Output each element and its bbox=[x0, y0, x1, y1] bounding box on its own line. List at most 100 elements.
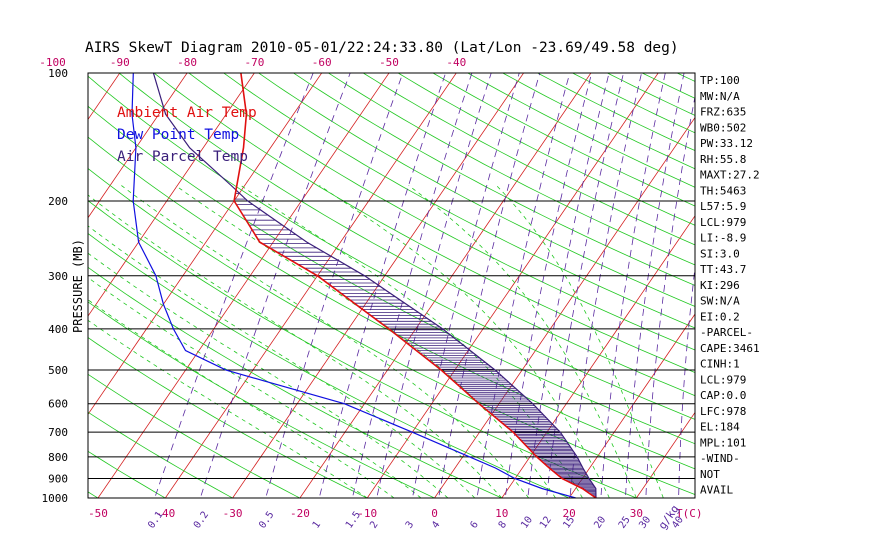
isotherm-line bbox=[635, 411, 695, 498]
moist-adiabat-line bbox=[121, 185, 530, 498]
legend-entry: Dew Point Temp bbox=[117, 127, 239, 143]
index-entry: CINH:1 bbox=[700, 358, 740, 371]
top-temp-tick-label: -60 bbox=[312, 56, 332, 69]
isotherm-line bbox=[88, 73, 255, 317]
series-line-dew-point-temp bbox=[131, 73, 576, 498]
dry-adiabat-line bbox=[88, 411, 234, 498]
mixing-ratio-line bbox=[411, 73, 520, 498]
mixing-ratio-line bbox=[199, 73, 351, 498]
mixing-ratio-line bbox=[625, 73, 685, 498]
isotherm-line bbox=[434, 116, 695, 498]
bottom-temperature-axis: -50 -40 -30 -20 -10 0 10 20 30 T(C) bbox=[88, 507, 702, 520]
moist-adiabat-line bbox=[175, 185, 556, 498]
pressure-tick-label: 900 bbox=[48, 473, 68, 486]
pressure-axis: 100 200 300 400 500 600 700 800 900 1000 bbox=[42, 67, 69, 505]
indices-panel: TP:100 MW:N/A FRZ:635 WB0:502 PW:33.12 RH:55.… bbox=[700, 74, 760, 497]
isotherm-line bbox=[88, 73, 323, 416]
pressure-tick-label: 500 bbox=[48, 364, 68, 377]
index-entry: RH:55.8 bbox=[700, 153, 746, 166]
mixing-ratio-label: 8 bbox=[497, 519, 509, 530]
dry-adiabat-line bbox=[397, 73, 695, 226]
mixing-ratio-label: 2 bbox=[368, 519, 380, 530]
index-entry: WB0:502 bbox=[700, 121, 746, 134]
isotherm-line bbox=[88, 73, 188, 219]
index-entry: TH:5463 bbox=[700, 184, 746, 197]
bottom-temp-tick-label: -50 bbox=[88, 507, 108, 520]
dry-adiabat-line bbox=[467, 73, 695, 188]
bottom-temp-tick-label: -10 bbox=[357, 507, 377, 520]
mixing-ratio-line bbox=[265, 73, 404, 498]
dry-adiabat-line bbox=[501, 73, 695, 170]
cape-hatching bbox=[234, 192, 596, 497]
pressure-tick-label: 300 bbox=[48, 270, 68, 283]
bottom-temp-tick-label: 30 bbox=[630, 507, 643, 520]
index-entry: SI:3.0 bbox=[700, 247, 740, 260]
top-temp-tick-label: -80 bbox=[177, 56, 197, 69]
mixing-ratio-line bbox=[678, 264, 695, 498]
top-temperature-axis: -120-110-100-90-80-70-60-50-40 bbox=[39, 56, 466, 69]
top-temp-tick-label: -90 bbox=[110, 56, 130, 69]
isotherm-line bbox=[568, 313, 695, 498]
mixing-ratio-line bbox=[600, 73, 666, 498]
dry-adiabat-line bbox=[88, 450, 167, 498]
dry-adiabat-line bbox=[432, 73, 695, 207]
index-entry: TT:43.7 bbox=[700, 263, 746, 276]
dry-adiabat-line bbox=[257, 73, 695, 307]
pressure-tick-label: 800 bbox=[48, 451, 68, 464]
dry-adiabat-line bbox=[571, 73, 695, 134]
index-entry: SW:N/A bbox=[700, 295, 740, 308]
dry-adiabat-line bbox=[536, 73, 695, 152]
dry-adiabat-line bbox=[223, 73, 695, 329]
moist-adiabat-line bbox=[88, 252, 449, 498]
index-entry: LCL:979 bbox=[700, 216, 746, 229]
index-entry: PW:33.12 bbox=[700, 137, 753, 150]
index-entry: MW:N/A bbox=[700, 90, 740, 103]
dry-adiabat-line bbox=[88, 200, 638, 498]
legend-entry: Ambient Air Temp bbox=[117, 105, 257, 121]
index-entry: -PARCEL- bbox=[700, 326, 753, 339]
index-entry: MPL:101 bbox=[700, 436, 746, 449]
top-temp-tick-label: -100 bbox=[39, 56, 66, 69]
index-entry: EL:184 bbox=[700, 421, 740, 434]
pressure-tick-label: 600 bbox=[48, 398, 68, 411]
legend: Ambient Air Temp Dew Point Temp Air Parcel… bbox=[117, 105, 257, 165]
dry-adiabat-line bbox=[118, 73, 695, 397]
index-entry: -WIND- bbox=[700, 452, 740, 465]
top-temp-tick-label: -40 bbox=[446, 56, 466, 69]
mixing-ratio-label: 6 bbox=[468, 519, 480, 530]
dry-adiabat-line bbox=[153, 73, 695, 373]
mixing-ratio-line bbox=[438, 73, 541, 498]
dry-adiabat-line bbox=[88, 301, 436, 498]
index-entry: NOT bbox=[700, 468, 720, 481]
moist-adiabat-line bbox=[408, 185, 637, 498]
bottom-temp-tick-label: -40 bbox=[155, 507, 175, 520]
top-temp-tick-label: -50 bbox=[379, 56, 399, 69]
mixing-ratio-label: 1 bbox=[311, 519, 323, 530]
mixing-ratio-line bbox=[351, 73, 473, 498]
pressure-tick-label: 700 bbox=[48, 426, 68, 439]
mixing-ratio-line bbox=[645, 94, 695, 498]
mixing-ratio-label: 12 bbox=[538, 515, 554, 531]
mixing-ratio-label: 3 bbox=[404, 519, 416, 530]
y-axis-label: PRESSURE (MB) bbox=[71, 239, 85, 333]
series-line-ambient-air-temp bbox=[233, 73, 597, 498]
pressure-tick-label: 100 bbox=[48, 67, 68, 80]
isotherm-lines bbox=[88, 73, 695, 498]
index-entry: LFC:978 bbox=[700, 405, 746, 418]
isotherm-line bbox=[97, 73, 390, 498]
index-entry: EI:0.2 bbox=[700, 310, 740, 323]
pressure-tick-label: 200 bbox=[48, 195, 68, 208]
index-entry: MAXT:27.2 bbox=[700, 169, 760, 182]
dry-adiabat-line bbox=[362, 73, 695, 246]
moist-adiabat-line bbox=[88, 225, 476, 498]
plot-frame bbox=[87, 72, 696, 499]
top-temp-tick-label: -70 bbox=[244, 56, 264, 69]
index-entry: L57:5.9 bbox=[700, 200, 746, 213]
dry-adiabat-line bbox=[88, 233, 571, 498]
dry-adiabat-line bbox=[676, 73, 695, 82]
pressure-tick-label: 1000 bbox=[42, 492, 69, 505]
index-entry: LI:-8.9 bbox=[700, 232, 746, 245]
bottom-temp-tick-label: -30 bbox=[223, 507, 243, 520]
temperature-unit-label: T(C) bbox=[676, 507, 703, 520]
